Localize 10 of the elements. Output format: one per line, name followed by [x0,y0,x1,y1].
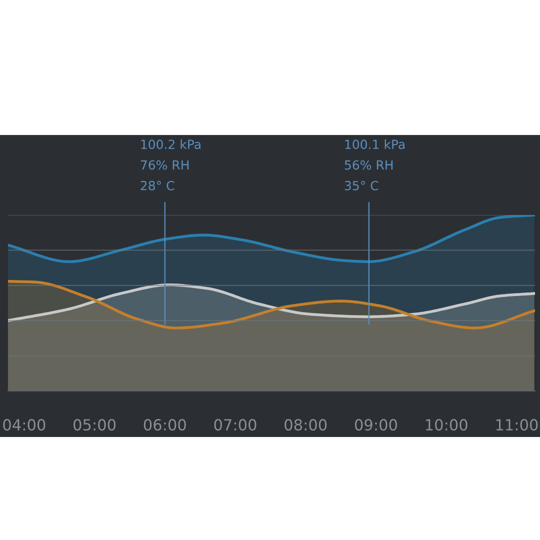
x-tick-label: 05:00 [74,419,116,431]
x-tick-label: 04:00 [3,419,46,431]
ref-line-label: 100.1 kPa 56% RH 35° C [344,139,404,190]
x-tick-label: 07:00 [214,419,256,431]
x-tick-label: 11:00 [496,419,538,431]
ref-line-label: 100.2 kPa 76% RH 28° C [140,139,200,190]
x-tick-label: 08:00 [284,419,327,431]
x-tick-label: 10:00 [426,419,468,431]
x-tick-label: 09:00 [354,419,397,431]
x-tick-label: 06:00 [144,419,186,431]
